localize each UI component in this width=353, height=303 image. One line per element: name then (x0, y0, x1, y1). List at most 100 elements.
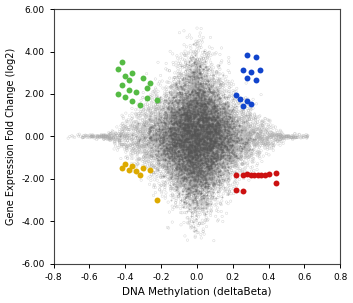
Point (185, 158, 190, 163)
Point (194, 178, 199, 183)
Point (219, 45, 224, 50)
Point (168, 118, 174, 123)
Point (263, 142, 269, 146)
Point (217, 112, 223, 117)
Point (209, 139, 215, 144)
Point (215, 130, 221, 135)
Point (162, 123, 168, 128)
Point (225, 169, 231, 174)
Point (155, 126, 161, 131)
Point (203, 117, 209, 122)
Point (184, 110, 190, 115)
Point (171, 130, 176, 135)
Point (177, 98, 183, 103)
Point (176, 90, 182, 95)
Point (187, 192, 193, 197)
Point (162, 150, 168, 155)
Point (152, 145, 158, 150)
Point (194, 82, 199, 86)
Point (170, 181, 176, 186)
Point (184, 159, 190, 164)
Point (220, 155, 226, 159)
Point (208, 140, 213, 145)
Point (214, 151, 219, 156)
Point (232, 116, 237, 121)
Point (175, 179, 181, 184)
Point (203, 106, 208, 111)
Point (149, 148, 154, 152)
Point (169, 97, 175, 102)
Point (199, 95, 205, 100)
Point (172, 167, 178, 171)
Point (188, 142, 194, 147)
Point (187, 97, 192, 102)
Point (290, 137, 295, 142)
Point (241, 127, 246, 132)
Point (175, 114, 180, 119)
Point (208, 130, 213, 135)
Point (208, 140, 214, 145)
Point (154, 129, 160, 134)
Point (197, 107, 203, 112)
Point (186, 110, 192, 115)
Point (182, 98, 188, 103)
Point (201, 152, 207, 156)
Point (186, 144, 191, 149)
Point (217, 168, 222, 173)
Point (183, 120, 188, 125)
Point (193, 119, 199, 124)
Point (134, 128, 140, 133)
Point (219, 81, 225, 85)
Point (163, 152, 168, 157)
Point (219, 138, 225, 142)
Point (164, 148, 170, 152)
Point (214, 132, 220, 137)
Point (204, 155, 210, 159)
Point (216, 92, 221, 97)
Point (216, 95, 221, 100)
Point (207, 106, 212, 111)
Point (176, 154, 181, 159)
Point (126, 168, 132, 173)
Point (179, 158, 185, 162)
Point (152, 147, 157, 152)
Point (169, 136, 175, 141)
Point (179, 177, 185, 181)
Point (154, 161, 159, 165)
Point (211, 181, 217, 186)
Point (188, 106, 193, 111)
Point (189, 113, 195, 118)
Point (210, 124, 215, 128)
Point (208, 201, 214, 206)
Point (177, 141, 183, 146)
Point (190, 109, 195, 114)
Point (181, 99, 186, 104)
Point (215, 150, 221, 155)
Point (180, 111, 186, 116)
Point (191, 173, 197, 178)
Point (210, 138, 215, 142)
Point (221, 129, 227, 134)
Point (183, 155, 188, 160)
Point (186, 175, 192, 180)
Point (198, 115, 204, 119)
Point (202, 135, 208, 140)
Point (196, 131, 201, 136)
Point (180, 97, 185, 102)
Point (224, 145, 229, 149)
Point (185, 117, 191, 122)
Point (202, 149, 207, 154)
Point (223, 139, 228, 144)
Point (222, 77, 228, 82)
Point (202, 159, 207, 164)
Point (246, 114, 252, 119)
Point (219, 154, 224, 159)
Point (202, 89, 207, 94)
Point (179, 131, 184, 136)
Point (190, 100, 196, 105)
Point (219, 139, 224, 144)
Point (170, 127, 176, 132)
Point (189, 139, 195, 144)
Point (194, 120, 199, 125)
Point (203, 149, 209, 154)
